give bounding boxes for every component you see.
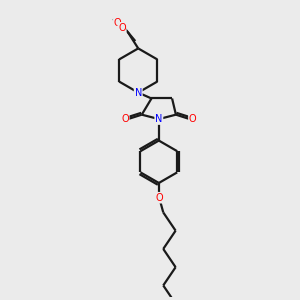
Text: O: O	[118, 23, 126, 33]
Text: O: O	[114, 18, 122, 28]
Text: O: O	[155, 193, 163, 203]
Text: O: O	[189, 114, 196, 124]
Text: O: O	[121, 114, 129, 124]
Text: N: N	[134, 88, 142, 98]
Text: N: N	[155, 114, 163, 124]
